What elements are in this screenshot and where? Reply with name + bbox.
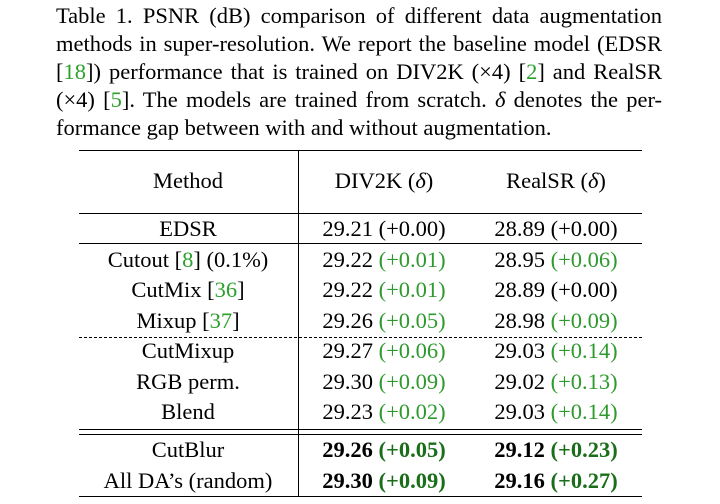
citation-link[interactable]: 2 xyxy=(526,59,538,84)
div2k-cell: 29.30 (+0.09) xyxy=(322,468,445,494)
div2k-cell: 29.22 (+0.01) xyxy=(322,247,445,273)
psnr-gap: (+0.06) xyxy=(550,247,618,272)
method-cell: Cutout [8] (0.1%) xyxy=(108,247,269,273)
psnr-gap: (+0.09) xyxy=(378,468,446,493)
psnr-value: 29.16 xyxy=(494,468,545,493)
realsr-cell: 29.03 (+0.14) xyxy=(494,338,617,364)
method-name: Cutout [ xyxy=(107,247,183,272)
psnr-gap: (+0.05) xyxy=(378,437,446,462)
psnr-gap: (+0.00) xyxy=(550,277,618,302)
caption-line-2: methods in super-resolution. We report t… xyxy=(56,31,662,56)
psnr-value: 29.22 xyxy=(322,277,373,302)
method-name: CutMixup xyxy=(141,338,235,363)
table-bottom-rule xyxy=(79,496,642,497)
method-name: All DA’s (random) xyxy=(103,468,273,493)
psnr-gap: (+0.13) xyxy=(550,369,618,394)
div2k-cell: 29.23 (+0.02) xyxy=(322,399,445,425)
caption-line-5: formance gap between with and without au… xyxy=(56,115,552,140)
realsr-cell: 28.89 (+0.00) xyxy=(494,277,617,303)
caption-line-3: [18]) performance that is trained on DIV… xyxy=(56,59,662,84)
realsr-cell: 28.89 (+0.00) xyxy=(494,216,617,242)
psnr-gap: (+0.02) xyxy=(378,399,446,424)
psnr-value: 29.26 xyxy=(322,437,373,462)
method-suffix: ] xyxy=(232,308,240,333)
citation-link[interactable]: 37 xyxy=(209,308,233,333)
psnr-gap: (+0.23) xyxy=(550,437,618,462)
method-cell: RGB perm. xyxy=(136,369,240,395)
psnr-value: 29.22 xyxy=(322,247,373,272)
psnr-value: 29.30 xyxy=(322,468,373,493)
psnr-value: 29.03 xyxy=(494,338,545,363)
method-cell: All DA’s (random) xyxy=(104,468,273,494)
div2k-cell: 29.27 (+0.06) xyxy=(322,338,445,364)
table-caption: Table 1. PSNR (dB) comparison of differe… xyxy=(56,2,662,142)
psnr-value: 28.89 xyxy=(494,277,545,302)
method-cell: EDSR xyxy=(159,216,217,242)
psnr-value: 28.98 xyxy=(494,308,545,333)
div2k-cell: 29.30 (+0.09) xyxy=(322,369,445,395)
psnr-value: 29.30 xyxy=(322,369,373,394)
div2k-cell: 29.21 (+0.00) xyxy=(322,216,445,242)
psnr-gap: (+0.01) xyxy=(378,277,446,302)
caption-line-4: (×4) [5]. The models are trained from sc… xyxy=(56,87,662,112)
citation-link[interactable]: 5 xyxy=(110,87,122,112)
psnr-value: 28.89 xyxy=(494,216,545,241)
psnr-gap: (+0.00) xyxy=(550,216,618,241)
caption-line-1: Table 1. PSNR (dB) comparison of differe… xyxy=(56,3,662,28)
method-cell: CutMixup xyxy=(142,338,235,364)
div2k-cell: 29.26 (+0.05) xyxy=(322,308,445,334)
header-realsr: RealSR (δ) xyxy=(506,168,606,193)
psnr-value: 29.03 xyxy=(494,399,545,424)
method-name: CutMix [ xyxy=(131,277,215,302)
realsr-cell: 29.16 (+0.27) xyxy=(494,468,617,494)
column-divider xyxy=(298,150,299,496)
double-rule-top xyxy=(79,429,642,430)
method-name: Mixup [ xyxy=(136,308,210,333)
realsr-cell: 29.03 (+0.14) xyxy=(494,399,617,425)
header-div2k: DIV2K (δ) xyxy=(334,168,434,193)
psnr-gap: (+0.09) xyxy=(378,369,446,394)
psnr-gap: (+0.00) xyxy=(378,216,446,241)
realsr-cell: 29.12 (+0.23) xyxy=(494,437,617,463)
table-top-rule xyxy=(79,150,642,151)
citation-link[interactable]: 8 xyxy=(182,247,194,272)
method-name: Blend xyxy=(161,399,215,424)
psnr-gap: (+0.06) xyxy=(378,338,446,363)
dashed-separator xyxy=(79,337,642,338)
method-cell: CutBlur xyxy=(152,437,225,463)
realsr-cell: 28.98 (+0.09) xyxy=(494,308,617,334)
div2k-cell: 29.22 (+0.01) xyxy=(322,277,445,303)
double-rule-bottom xyxy=(79,434,642,435)
psnr-gap: (+0.01) xyxy=(378,247,446,272)
psnr-value: 29.26 xyxy=(322,308,373,333)
method-cell: Blend xyxy=(161,399,215,425)
citation-link[interactable]: 36 xyxy=(214,277,238,302)
method-name: EDSR xyxy=(159,216,217,241)
psnr-value: 29.21 xyxy=(322,216,373,241)
method-suffix: ] (0.1%) xyxy=(193,247,269,272)
div2k-cell: 29.26 (+0.05) xyxy=(322,437,445,463)
method-cell: Mixup [37] xyxy=(136,308,239,334)
method-name: RGB perm. xyxy=(136,369,240,394)
psnr-value: 29.23 xyxy=(322,399,373,424)
method-name: CutBlur xyxy=(151,437,225,462)
method-cell: CutMix [36] xyxy=(131,277,244,303)
baseline-rule xyxy=(79,243,642,244)
psnr-gap: (+0.14) xyxy=(550,399,618,424)
header-rule xyxy=(79,213,642,214)
realsr-cell: 29.02 (+0.13) xyxy=(494,369,617,395)
realsr-cell: 28.95 (+0.06) xyxy=(494,247,617,273)
psnr-gap: (+0.09) xyxy=(550,308,618,333)
psnr-gap: (+0.27) xyxy=(550,468,618,493)
psnr-value: 29.27 xyxy=(322,338,373,363)
method-suffix: ] xyxy=(237,277,245,302)
psnr-gap: (+0.05) xyxy=(378,308,446,333)
psnr-value: 28.95 xyxy=(494,247,545,272)
header-method: Method xyxy=(153,168,223,193)
psnr-value: 29.12 xyxy=(494,437,545,462)
citation-link[interactable]: 18 xyxy=(63,59,87,84)
psnr-value: 29.02 xyxy=(494,369,545,394)
psnr-gap: (+0.14) xyxy=(550,338,618,363)
